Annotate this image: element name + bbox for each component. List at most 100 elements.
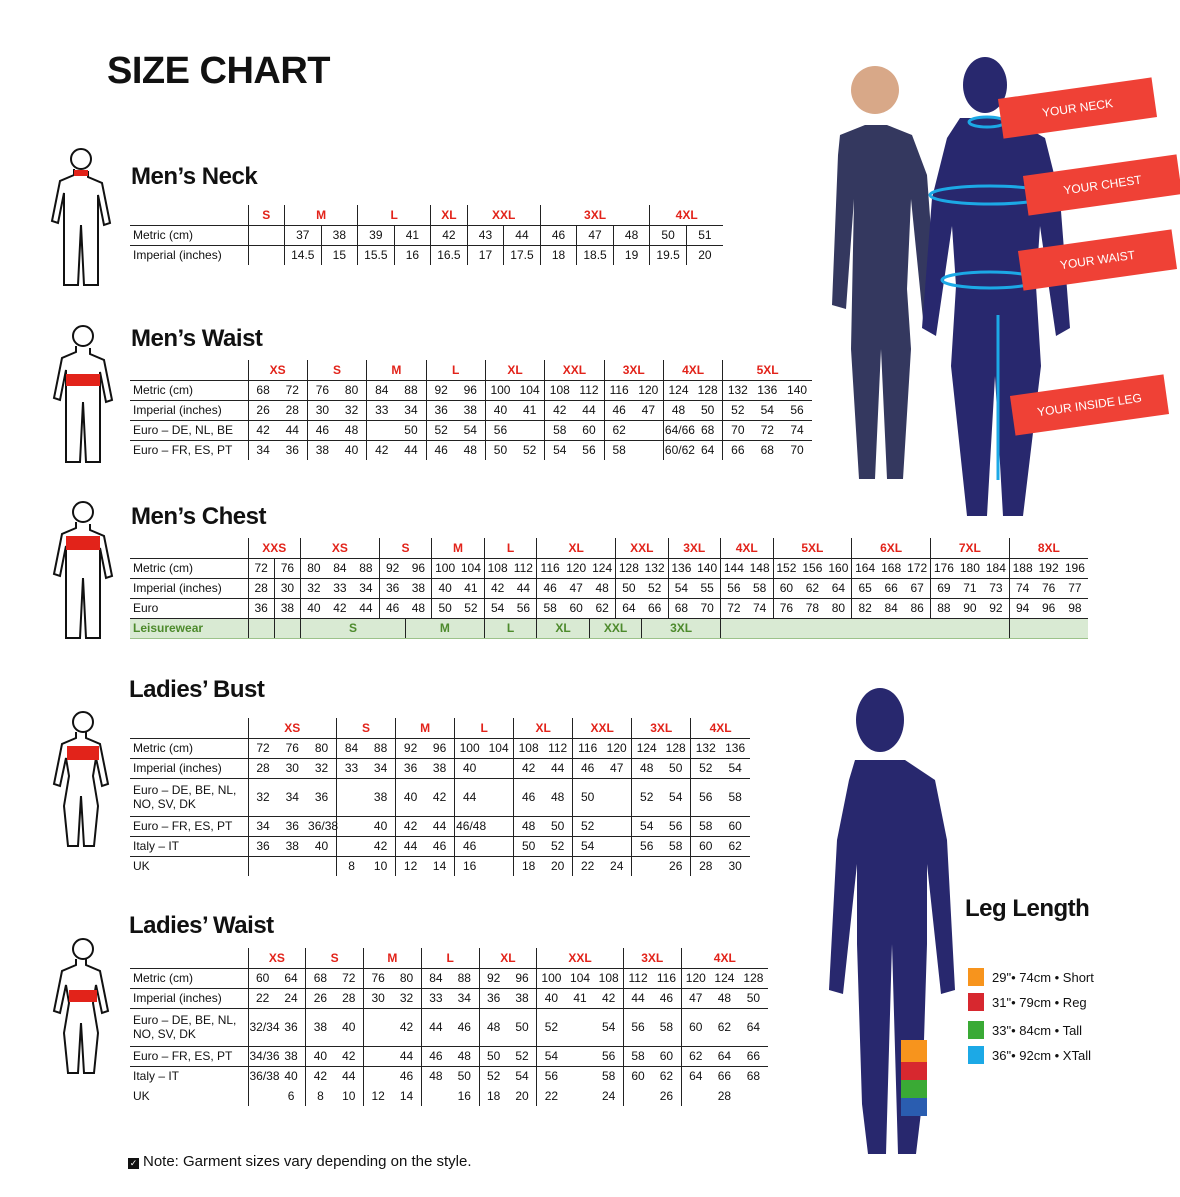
table-cell: 66 — [722, 440, 753, 460]
table-cell: 34 — [450, 988, 479, 1009]
table-cell: 56 — [690, 778, 721, 817]
table-cell: 34 — [396, 400, 427, 421]
size-label: S — [306, 360, 367, 381]
table-cell: 90 — [956, 598, 983, 619]
table-cell: 38 — [366, 778, 396, 817]
mens-chest-table: XXS XS S M L XL XXL 3XL 4XL 5XL 6XL 7XL 8XL Metric (c… — [130, 538, 1088, 639]
table-cell — [247, 225, 285, 246]
table-cell — [247, 245, 285, 265]
table-cell — [484, 778, 514, 817]
table-cell: 42 — [392, 1008, 422, 1047]
table-cell: 28 — [690, 856, 721, 876]
model-and-measurement-silhouette — [832, 57, 1070, 516]
table-row: Italy – IT 36/38 40 42 44 46 48 50 52 54 56 58 60 62 6… — [130, 1066, 768, 1086]
table-cell: 24 — [602, 1089, 616, 1103]
table-cell: 80 — [337, 380, 367, 401]
leisurewear-size — [720, 618, 1010, 639]
table-cell: 36/38 — [247, 1066, 280, 1086]
size-label: M — [431, 538, 485, 559]
table-cell: 104 — [565, 968, 595, 989]
table-row: Imperial (inches) 22 24 26 28 30 32 33 34 36 38 40 4… — [130, 988, 768, 1009]
table-cell: 76 — [1035, 578, 1062, 599]
table-cell: 26 — [247, 400, 278, 421]
table-cell: 98 — [1061, 598, 1088, 619]
header-blank-cell — [130, 360, 248, 381]
table-cell: 66 — [641, 598, 668, 619]
table-cell: 116 — [652, 968, 682, 989]
table-cell: 160 — [825, 558, 852, 579]
size-label: XS — [247, 948, 306, 969]
table-cell: 86 — [904, 598, 931, 619]
table-cell: 64 — [738, 1008, 768, 1047]
table-cell: 44 — [404, 443, 418, 458]
table-cell: 124 — [631, 738, 662, 759]
orange-swatch-icon — [968, 968, 984, 986]
table-cell: 50 — [693, 400, 723, 421]
table-cell: 46 — [454, 836, 485, 857]
size-label: 4XL — [720, 538, 773, 559]
table-cell: 47 — [602, 758, 632, 779]
table-cell: 47 — [576, 225, 614, 246]
table-cell: 19.5 — [649, 245, 687, 265]
table-cell: 42 — [305, 1066, 335, 1086]
table-cell: 60 — [247, 968, 277, 989]
table-cell: 56 — [510, 598, 537, 619]
table-cell: 73 — [983, 578, 1010, 599]
table-cell: 34 — [277, 778, 308, 817]
table-cell: 80 — [825, 598, 852, 619]
size-label: 4XL — [680, 948, 768, 969]
row-label: Imperial (inches) — [130, 758, 248, 779]
table-cell: 40 — [307, 836, 337, 857]
leg-length-label: 31"• 79cm • Reg — [992, 994, 1087, 1010]
table-row: Imperial (inches) 26 28 30 32 33 34 36 38 40 41 42 4… — [130, 400, 812, 421]
leg-length-silhouette — [829, 688, 955, 1154]
leisurewear-size: XXL — [588, 618, 642, 639]
size-label: L — [357, 205, 431, 226]
table-cell: 32 — [299, 578, 327, 599]
table-cell: 34 — [247, 816, 278, 837]
table-cell: 64 — [614, 598, 642, 619]
table-cell: 104 — [458, 558, 485, 579]
row-label: Euro – FR, ES, PT — [130, 816, 248, 837]
table-cell: 42 — [247, 420, 278, 441]
table-cell — [366, 420, 397, 441]
table-cell: 48 — [420, 1066, 451, 1086]
ladies-bust-table: XS S M L XL XXL 3XL 4XL Metric (cm) 72 76 80 84 88 92 9… — [130, 718, 750, 876]
table-cell: 132 — [722, 380, 753, 401]
table-cell: 42 — [594, 988, 624, 1009]
size-label: 5XL — [772, 538, 852, 559]
table-cell: 54 — [594, 1008, 624, 1047]
table-cell: 41 — [458, 578, 485, 599]
table-cell: 172 — [904, 558, 931, 579]
table-cell: 46 — [572, 758, 603, 779]
table-cell: 124 — [662, 380, 694, 401]
table-cell: 120 — [680, 968, 710, 989]
table-cell: 44 — [395, 836, 426, 857]
size-header-row: XXS XS S M L XL XXL 3XL 4XL 5XL 6XL 7XL 8XL — [130, 538, 1088, 559]
leisurewear-size: XL — [536, 618, 590, 639]
table-cell: 37 — [284, 225, 322, 246]
size-label: XXS — [247, 538, 301, 559]
table-cell: 32 — [337, 400, 367, 421]
ladies-bust-heading: Ladies’ Bust — [129, 676, 265, 703]
table-cell: 34 — [366, 758, 396, 779]
table-cell: 50 — [649, 225, 687, 246]
table-cell: 36 — [478, 988, 508, 1009]
table-cell: 42 — [483, 578, 511, 599]
table-cell: 68 — [693, 420, 723, 441]
table-cell: 52 — [631, 778, 662, 817]
table-cell: 52 — [641, 578, 668, 599]
table-cell: 30 — [273, 578, 301, 599]
table-cell: 28 — [247, 578, 275, 599]
row-label: Euro – FR, ES, PT — [133, 443, 233, 458]
table-cell: 32 — [307, 758, 337, 779]
table-cell: 46 — [399, 1069, 414, 1084]
table-cell: 40 — [431, 578, 458, 599]
table-cell: 46 — [513, 778, 544, 817]
table-cell: 36 — [277, 816, 308, 837]
table-cell: 24 — [610, 859, 624, 874]
table-cell: 76 — [772, 598, 800, 619]
table-cell: 52 — [722, 400, 753, 421]
table-cell: 26 — [659, 1089, 674, 1103]
table-cell: 116 — [603, 380, 634, 401]
